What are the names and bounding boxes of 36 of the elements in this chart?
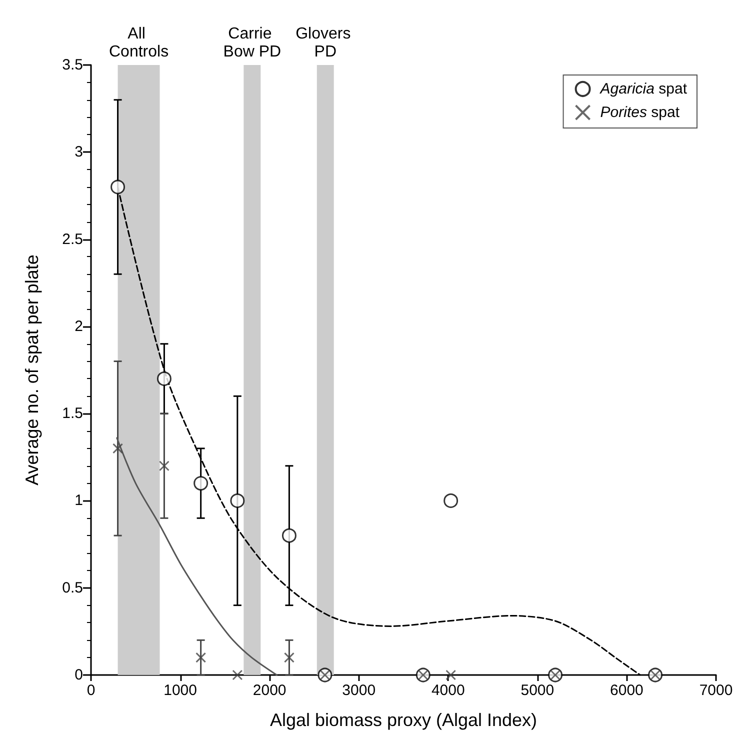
x-tick-label: 0 — [86, 682, 96, 699]
point — [112, 443, 124, 454]
y-tick-label: 2.5 — [62, 230, 83, 248]
point — [284, 652, 294, 663]
y-tick-label: 3.5 — [62, 56, 83, 74]
x-tick-label: 6000 — [610, 682, 644, 699]
point — [444, 493, 458, 508]
x-tick-label: 3000 — [342, 682, 376, 699]
point — [194, 476, 208, 491]
y-tick-label: 2 — [74, 318, 83, 335]
point — [446, 670, 456, 680]
band-label: Carrie Bow PD — [223, 26, 282, 60]
y-axis-title: Average no. of spat per plate — [22, 254, 42, 486]
legend-label: Porites spat — [600, 104, 680, 121]
band-label: All Controls — [108, 26, 169, 60]
x-tick-label: 2000 — [252, 682, 286, 699]
point — [230, 493, 245, 508]
point — [196, 652, 206, 663]
x-tick-label: 1000 — [164, 682, 197, 699]
point — [158, 460, 170, 472]
x-tick-label: 7000 — [699, 682, 733, 699]
x-tick-label: 5000 — [520, 682, 554, 699]
point — [232, 670, 243, 680]
x-tick-label: 4000 — [431, 682, 465, 699]
y-tick-label: 1 — [74, 492, 83, 510]
y-tick-label: 3 — [74, 144, 83, 161]
point — [282, 528, 296, 543]
point — [110, 180, 126, 194]
y-tick-label: 0.5 — [62, 579, 83, 596]
x-axis-title: Algal biomass proxy (Algal Index) — [270, 710, 538, 730]
y-tick-label: 0 — [74, 666, 83, 684]
y-tick-label: 1.5 — [62, 405, 83, 422]
legend-label: Agaricia spat — [599, 80, 688, 98]
band-label: Glovers PD — [296, 26, 356, 60]
line-series — [116, 437, 278, 676]
point — [156, 371, 172, 386]
